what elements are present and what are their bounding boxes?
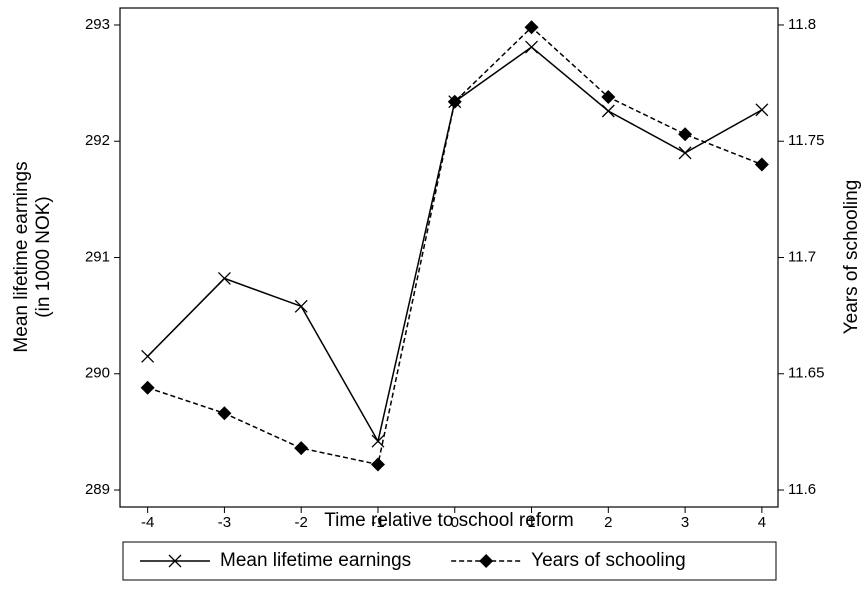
legend-box bbox=[122, 541, 777, 581]
legend-label: Mean lifetime earnings bbox=[220, 550, 411, 571]
marker-diamond bbox=[370, 457, 385, 472]
x-tick-label: -1 bbox=[371, 514, 384, 531]
marker-x bbox=[601, 104, 615, 118]
y2-tick-label: 11.65 bbox=[788, 365, 824, 382]
y-axis-label: Mean lifetime earnings bbox=[11, 161, 32, 352]
x-tick-label: 1 bbox=[527, 514, 535, 531]
y2-tick-label: 11.7 bbox=[788, 248, 816, 265]
y2-axis-label: Years of schooling bbox=[841, 180, 862, 335]
y-tick-label: 292 bbox=[85, 132, 110, 149]
marker-x bbox=[755, 103, 769, 117]
marker-x bbox=[217, 271, 231, 285]
x-tick-label: 0 bbox=[451, 514, 459, 531]
marker-diamond bbox=[140, 380, 155, 395]
marker-x bbox=[678, 146, 692, 160]
legend-label: Years of schooling bbox=[531, 550, 686, 571]
y-tick-label: 291 bbox=[85, 248, 110, 265]
marker-diamond bbox=[294, 441, 309, 456]
marker-x bbox=[371, 434, 385, 448]
marker-x bbox=[525, 40, 538, 54]
marker-diamond bbox=[447, 94, 462, 109]
x-tick-label: -4 bbox=[141, 514, 154, 531]
marker-x bbox=[168, 554, 182, 568]
marker-diamond bbox=[479, 554, 494, 568]
marker-diamond bbox=[678, 127, 693, 142]
x-tick-label: 4 bbox=[758, 514, 766, 531]
x-axis-label: Time relative to school reform bbox=[324, 510, 574, 531]
marker-diamond bbox=[601, 90, 616, 105]
x-tick-label: 2 bbox=[604, 514, 612, 531]
y2-tick-label: 11.6 bbox=[788, 481, 816, 498]
y-tick-label: 293 bbox=[85, 16, 110, 33]
y-axis-label: (in 1000 NOK) bbox=[33, 196, 54, 317]
x-tick-label: 3 bbox=[681, 514, 689, 531]
y2-tick-label: 11.75 bbox=[788, 132, 824, 149]
marker-diamond bbox=[524, 20, 539, 35]
y-tick-label: 289 bbox=[85, 481, 110, 498]
series-line bbox=[147, 26, 763, 466]
y2-tick-label: 11.8 bbox=[788, 16, 816, 33]
x-tick-label: -3 bbox=[218, 514, 231, 531]
marker-diamond bbox=[754, 157, 769, 172]
x-tick-label: -2 bbox=[295, 514, 308, 531]
marker-x bbox=[141, 349, 155, 363]
marker-x bbox=[294, 299, 308, 313]
y-tick-label: 290 bbox=[85, 365, 110, 382]
marker-diamond bbox=[217, 406, 232, 421]
